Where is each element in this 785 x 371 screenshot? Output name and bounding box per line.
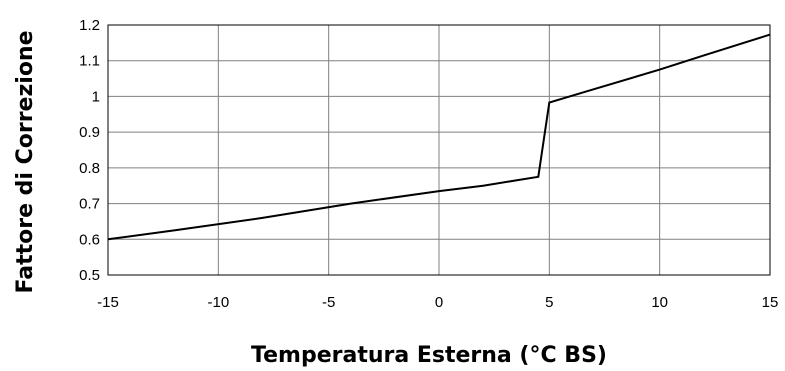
y-tick-label: 0.7 [79,196,100,213]
x-tick-label: 10 [651,294,668,311]
plot-frame [107,24,771,276]
x-tick-label: 5 [545,294,553,311]
y-tick-label: 0.5 [79,267,100,284]
y-tick-label: 0.6 [79,231,100,248]
grid-layer [107,24,771,276]
tick-layer: 0.5 0.6 0.7 0.8 0.9 1 1.1 1.2 -15 -10 -5 0 5 10 15 [79,17,778,311]
x-tick-label: -5 [322,294,335,311]
series-line [107,33,771,241]
x-tick-label: -15 [97,294,119,311]
x-tick-label: 0 [435,294,443,311]
y-tick-label: 0.8 [79,160,100,177]
x-tick-label: 15 [762,294,779,311]
y-tick-label: 1.1 [79,53,100,70]
y-axis-title: Fattore di Correzione [13,30,38,293]
y-tick-label: 1.2 [79,17,100,34]
y-tick-label: 0.9 [79,124,100,141]
x-tick-label: -10 [207,294,229,311]
y-tick-label: 1 [92,88,100,105]
x-axis-title: Temperatura Esterna (°C BS) [251,343,607,368]
